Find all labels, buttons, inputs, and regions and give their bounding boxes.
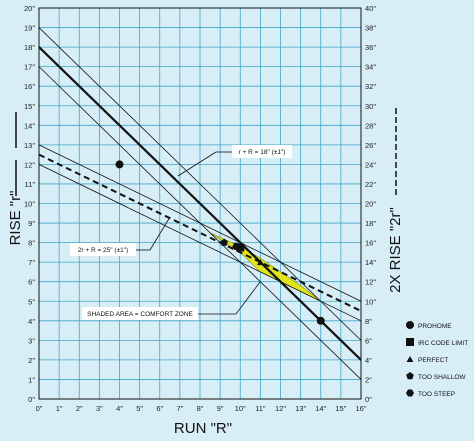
x-tick-label: 1" (56, 404, 63, 413)
x-tick-label: 16" (355, 404, 366, 413)
x-tick-label: 6" (156, 404, 163, 413)
y-tick-label: 14" (24, 121, 35, 130)
y2-tick-label: 2" (365, 375, 372, 384)
legend: PROHOME IRC CODE LIMIT PERFECT TOO SHALLOW T… (406, 321, 468, 398)
y-tick-label: 16" (24, 82, 35, 91)
x-tick-label: 15" (335, 404, 346, 413)
y-tick-label: 6" (28, 278, 35, 287)
y-tick-label: 17" (24, 63, 35, 72)
y-tick-label: 5" (28, 297, 35, 306)
y2-tick-label: 34" (365, 63, 376, 72)
point-prohome (316, 316, 325, 325)
y2-tick-label: 10" (365, 297, 376, 306)
x-tick-label: 2" (76, 404, 83, 413)
y2-tick-label: 40" (365, 4, 376, 13)
x-tick-label: 10" (235, 404, 246, 413)
y-tick-label: 7" (28, 258, 35, 267)
tick-labels: 0" 1" 2" 3" 4" 5" 6" 7" 8" 9" 10" 11" 12" 13" 14" 15" 16… (24, 4, 376, 413)
y2-tick-label: 20" (365, 200, 376, 209)
y2-tick-label: 22" (365, 180, 376, 189)
point-too-shallow (220, 238, 228, 246)
svg-text:SHADED AREA = COMFORT ZONE: SHADED AREA = COMFORT ZONE (87, 311, 193, 318)
y-tick-label: 8" (28, 239, 35, 248)
guide-line-2r-plus-R-24 (38, 164, 362, 322)
y-tick-label: 2" (28, 356, 35, 365)
y2-tick-label: 36" (365, 43, 376, 52)
y-tick-label: 3" (28, 336, 35, 345)
guide-lines (38, 27, 362, 380)
y2-tick-label: 16" (365, 239, 376, 248)
y2-tick-label: 0" (365, 395, 372, 404)
legend-marker-triangle (406, 356, 414, 362)
x-tick-label: 13" (295, 404, 306, 413)
y2-tick-label: 8" (365, 317, 372, 326)
y2-tick-label: 32" (365, 82, 376, 91)
y-tick-label: 0" (28, 395, 35, 404)
y2-tick-label: 30" (365, 102, 376, 111)
x-tick-label: 8" (197, 404, 204, 413)
y2-tick-label: 4" (365, 356, 372, 365)
annotation-2r-plus-R: 2r + R = 25" (±1") (70, 216, 171, 256)
y-tick-label: 18" (24, 43, 35, 52)
svg-text:2r + R = 25" (±1"): 2r + R = 25" (±1") (78, 247, 128, 254)
point-prohome (115, 160, 124, 169)
x-tick-label: 4" (116, 404, 123, 413)
y2-tick-label: 12" (365, 278, 376, 287)
y2-tick-label: 24" (365, 160, 376, 169)
y2-tick-label: 18" (365, 219, 376, 228)
svg-text:r + R = 18" (±1"): r + R = 18" (±1") (239, 149, 286, 156)
annotation-comfort-zone: SHADED AREA = COMFORT ZONE (82, 281, 261, 320)
y-tick-label: 9" (28, 219, 35, 228)
guide-line-r-plus-R-18 (38, 46, 362, 361)
x-axis-title: RUN "R" (174, 420, 232, 437)
annotation-r-plus-R: r + R = 18" (±1") (177, 145, 292, 177)
x-tick-label: 12" (275, 404, 286, 413)
legend-marker-pentagon (406, 372, 414, 380)
point-irc-code-limit (236, 243, 245, 252)
legend-label: PROHOME (418, 323, 452, 330)
x-tick-label: 9" (217, 404, 224, 413)
y-tick-label: 20" (24, 4, 35, 13)
point-perfect (256, 259, 264, 266)
guide-line-r-plus-R-19 (38, 27, 362, 341)
y2-tick-label: 38" (365, 24, 376, 33)
x-tick-label: 11" (255, 404, 266, 413)
legend-marker-hexagon (406, 389, 414, 397)
legend-label: IRC CODE LIMIT (418, 340, 468, 347)
y2-tick-label: 14" (365, 258, 376, 267)
y-tick-label: 1" (28, 375, 35, 384)
y-tick-label: 19" (24, 24, 35, 33)
y2-axis-title: 2X RISE "2r" (387, 207, 404, 293)
y2-tick-label: 26" (365, 141, 376, 150)
x-tick-label: 14" (315, 404, 326, 413)
plot-frame (38, 7, 362, 400)
y2-tick-label: 6" (365, 336, 372, 345)
y-tick-label: 4" (28, 317, 35, 326)
y2-tick-label: 28" (365, 121, 376, 130)
y-tick-label: 12" (24, 160, 35, 169)
legend-marker-square (406, 338, 414, 346)
x-tick-label: 5" (136, 404, 143, 413)
y-axis-title: RISE "r" (7, 191, 24, 246)
y-tick-label: 13" (24, 141, 35, 150)
y-tick-label: 11" (25, 180, 36, 189)
point-too-steep (232, 243, 241, 250)
legend-label: TOO STEEP (418, 391, 455, 398)
x-tick-label: 3" (96, 404, 103, 413)
legend-label: PERFECT (418, 357, 448, 364)
x-tick-label: 0" (36, 404, 43, 413)
x-tick-label: 7" (176, 404, 183, 413)
y-tick-label: 15" (24, 102, 35, 111)
legend-label: TOO SHALLOW (418, 374, 466, 381)
guide-line-2r-plus-R-26 (38, 144, 362, 302)
y-tick-label: 10" (24, 200, 35, 209)
data-points (115, 160, 325, 325)
legend-marker-circle (406, 321, 414, 329)
